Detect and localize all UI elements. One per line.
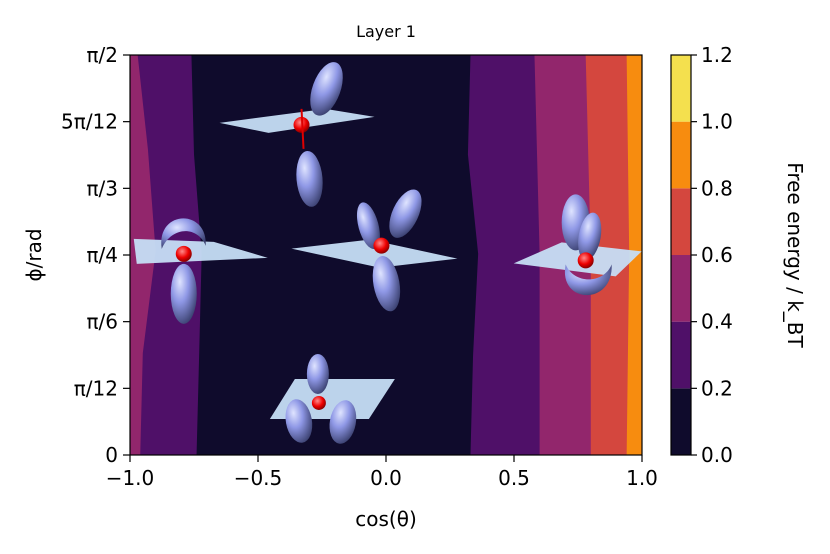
y-tick-label: 0 [105,443,118,467]
colorbar-segment [671,255,691,322]
orbital-lobe [372,255,401,312]
orbital-lobe [285,399,313,443]
colorbar-tick-label: 0.6 [701,243,733,267]
colorbar: 0.0 0.2 0.4 0.6 0.8 1.0 1.2 [670,43,733,467]
orbital-lobe [310,62,343,116]
orbital-lobe [578,212,602,261]
configuration-right [513,194,642,296]
configuration-bottom [269,353,395,444]
y-axis-label: ϕ/rad [22,228,46,281]
y-tick-label: π/2 [86,43,118,67]
y-tick-label: π/12 [74,376,118,400]
configuration-top [219,62,375,207]
orbital-lobe [170,263,197,324]
y-tick-label: π/4 [86,243,118,267]
colorbar-segment [671,55,691,122]
orbital-lobe [564,264,612,296]
colorbar-tick-label: 0.0 [701,443,733,467]
x-tick-label: −0.5 [234,466,283,490]
configuration-center [291,189,458,312]
x-axis-label: cos(θ) [355,507,417,531]
x-tick-label: 0.5 [498,466,530,490]
x-tick-label: −1.0 [106,466,155,490]
molecular-plane [513,242,642,277]
orbital-lobe [389,189,422,238]
orbital-lobe [161,218,206,249]
colorbar-segment [671,188,691,255]
colorbar-tick-label: 0.4 [701,310,733,334]
colorbar-tick-label: 0.8 [701,176,733,200]
x-axis: −1.0 −0.5 0.0 0.5 1.0 [106,455,658,490]
atom-core [311,395,326,410]
colorbar-segment [671,321,691,389]
atom-core [373,237,390,254]
molecular-plane [133,238,268,264]
molecular-plane [291,239,458,268]
configuration-left [133,218,268,324]
orbital-lobe [329,400,357,444]
chart-title: Layer 1 [356,22,416,41]
atom-core [577,252,594,269]
y-axis: 0 π/12 π/6 π/4 π/3 5π/12 π/2 [61,43,130,467]
colorbar-segment [671,121,691,189]
x-tick-label: 0.0 [370,466,402,490]
configuration-insets [133,62,642,444]
y-tick-label: π/6 [86,310,118,334]
x-tick-label: 1.0 [626,466,658,490]
orbital-lobe [356,202,380,249]
colorbar-segment [671,388,691,455]
orbital-lobe [306,353,329,394]
colorbar-tick-label: 1.2 [701,43,733,67]
y-tick-label: 5π/12 [61,110,118,134]
atom-core [175,245,192,262]
colorbar-label: Free energy / k_BT [783,162,807,348]
y-tick-label: π/3 [86,176,118,200]
colorbar-tick-label: 1.0 [701,110,733,134]
colorbar-tick-label: 0.2 [701,376,733,400]
orbital-lobe [296,150,323,207]
